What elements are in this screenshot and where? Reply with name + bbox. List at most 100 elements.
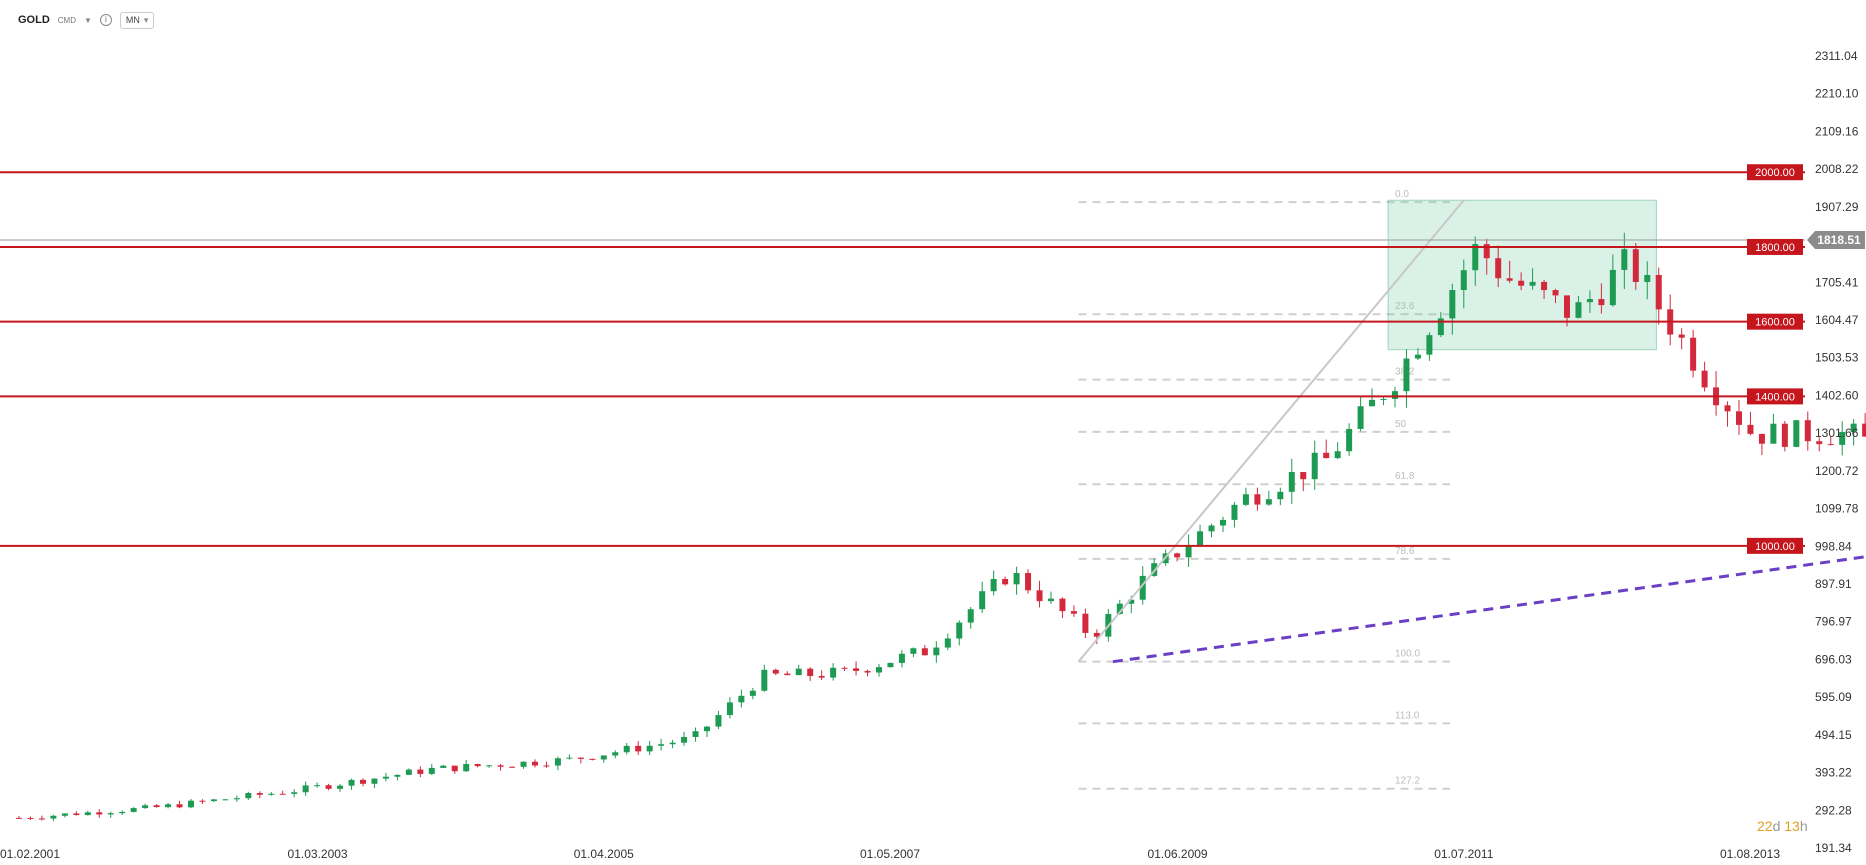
candle-body — [84, 812, 91, 816]
candle-body — [1414, 354, 1421, 359]
candle-body — [910, 648, 917, 654]
candle-body — [1277, 491, 1284, 500]
candle-body — [1678, 334, 1685, 338]
candle-body — [187, 800, 194, 808]
level-label: 1400.00 — [1755, 391, 1795, 403]
candle-body — [738, 695, 745, 703]
y-tick-label: 2109.16 — [1815, 124, 1859, 138]
y-tick-label: 2210.10 — [1815, 87, 1859, 101]
candle-body — [199, 800, 206, 802]
candle-body — [96, 812, 103, 815]
candle-body — [1323, 452, 1330, 459]
candle-body — [1655, 274, 1662, 310]
candle-body — [1059, 598, 1066, 612]
candle-body — [1472, 244, 1479, 271]
candle-body — [1082, 613, 1089, 633]
candle-body — [268, 793, 275, 795]
y-tick-label: 2008.22 — [1815, 162, 1859, 176]
candle-body — [1621, 249, 1628, 270]
level-label: 1000.00 — [1755, 541, 1795, 553]
x-tick-label: 01.08.2013 — [1720, 847, 1780, 861]
candle-body — [1575, 302, 1582, 318]
candle-body — [554, 758, 561, 766]
candle-body — [394, 774, 401, 777]
candle-body — [577, 757, 584, 759]
candle-body — [1025, 573, 1032, 591]
candle-body — [795, 668, 802, 676]
candle-body — [807, 668, 814, 676]
candle-body — [337, 785, 344, 789]
candle-body — [222, 799, 229, 801]
candle-body — [119, 811, 126, 814]
candle-body — [761, 669, 768, 691]
candle-body — [1563, 295, 1570, 318]
candle-body — [830, 667, 837, 678]
candle-body — [749, 690, 756, 696]
candle-body — [474, 764, 481, 767]
candle-body — [1185, 546, 1192, 558]
candle-body — [692, 731, 699, 737]
candle-body — [245, 793, 252, 799]
x-tick-label: 01.06.2009 — [1148, 847, 1208, 861]
candle-body — [1804, 420, 1811, 442]
consolidation-box — [1387, 199, 1657, 351]
x-tick-label: 01.02.2001 — [0, 847, 60, 861]
fib-level-label: 61.8 — [1395, 471, 1415, 482]
candle-body — [463, 764, 470, 772]
candle-body — [1300, 472, 1307, 480]
y-tick-label: 1503.53 — [1815, 351, 1859, 365]
candle-body — [1219, 519, 1226, 526]
y-tick-label: 1099.78 — [1815, 502, 1859, 516]
chevron-down-icon[interactable]: ▼ — [84, 15, 92, 25]
candle-body — [1758, 433, 1765, 444]
candle-body — [314, 785, 321, 787]
candle-body — [1093, 632, 1100, 637]
candle-body — [1254, 494, 1261, 505]
y-tick-label: 696.03 — [1815, 652, 1852, 666]
x-tick-label: 01.04.2005 — [574, 847, 634, 861]
toolbar: GOLD CMD ▼ i MN ▾ — [0, 0, 1866, 40]
symbol-label[interactable]: GOLD — [18, 14, 50, 26]
candle-body — [1391, 391, 1398, 399]
candle-body — [142, 805, 149, 809]
candle-body — [818, 675, 825, 678]
candle-body — [1437, 318, 1444, 336]
candle-body — [302, 785, 309, 793]
candle-body — [405, 769, 412, 775]
candle-body — [956, 622, 963, 639]
candle-body — [1139, 575, 1146, 600]
x-tick-label: 01.07.2011 — [1434, 847, 1493, 861]
candle-body — [1701, 370, 1708, 388]
y-tick-label: 998.84 — [1815, 539, 1852, 553]
candle-body — [1747, 424, 1754, 434]
info-icon[interactable]: i — [99, 14, 112, 26]
fib-level-label: 50 — [1395, 419, 1407, 430]
candle-body — [669, 742, 676, 745]
y-tick-label: 897.91 — [1815, 577, 1852, 591]
candle-body — [61, 813, 68, 816]
candle-body — [944, 638, 951, 648]
candle-body — [27, 817, 34, 819]
level-label: 1800.00 — [1755, 242, 1795, 254]
candle-body — [1839, 432, 1846, 445]
candle-body — [1552, 290, 1559, 296]
fib-level-label: 100.0 — [1395, 649, 1420, 660]
candle-body — [1070, 611, 1077, 614]
candle-body — [1208, 525, 1215, 532]
candle-body — [1598, 299, 1605, 306]
exchange-label: CMD — [57, 15, 76, 25]
chevron-down-icon: ▾ — [143, 14, 149, 25]
candle-body — [509, 766, 516, 768]
candle-body — [623, 745, 630, 753]
interval-select[interactable]: MN ▾ — [119, 11, 155, 29]
interval-label: MN — [125, 15, 140, 25]
y-tick-label: 796.97 — [1815, 615, 1852, 629]
candle-body — [428, 767, 435, 774]
candle-countdown: 22d 13h — [1757, 818, 1808, 834]
candle-body — [1495, 258, 1502, 279]
candle-body — [1770, 423, 1777, 444]
candle-body — [1644, 274, 1651, 282]
candle-body — [921, 648, 928, 656]
candle-body — [853, 668, 860, 671]
